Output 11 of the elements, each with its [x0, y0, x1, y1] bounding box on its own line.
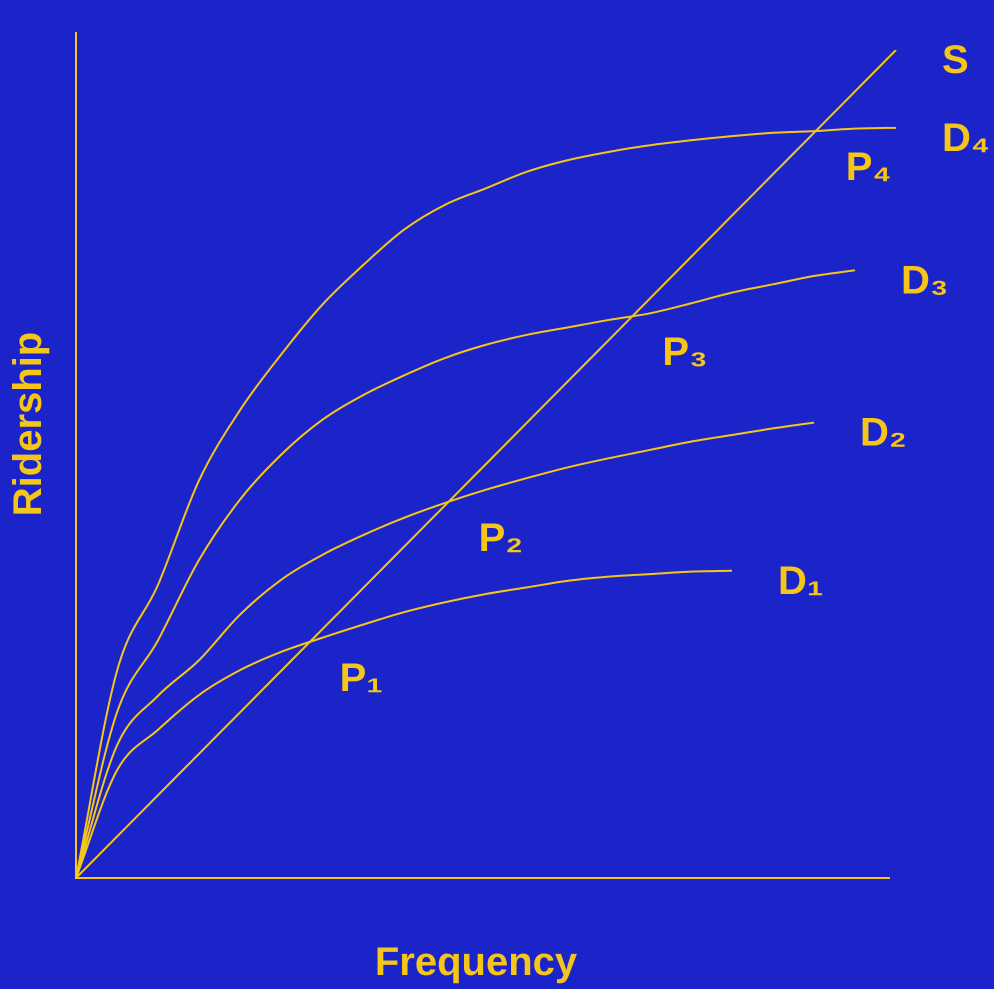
series-label: D₂ [860, 410, 907, 455]
annotation: P₄ [846, 145, 892, 190]
series-label: D₁ [778, 558, 824, 603]
series-label: D₃ [901, 258, 948, 302]
annotation: P₁ [340, 656, 383, 700]
series-label: S [942, 38, 969, 82]
x-axis-title: Frequency [374, 940, 578, 984]
annotation: P₂ [478, 516, 524, 560]
annotation: P₃ [662, 330, 708, 374]
series-label: D₄ [942, 116, 990, 160]
y-axis-title: Ridership [6, 332, 50, 516]
